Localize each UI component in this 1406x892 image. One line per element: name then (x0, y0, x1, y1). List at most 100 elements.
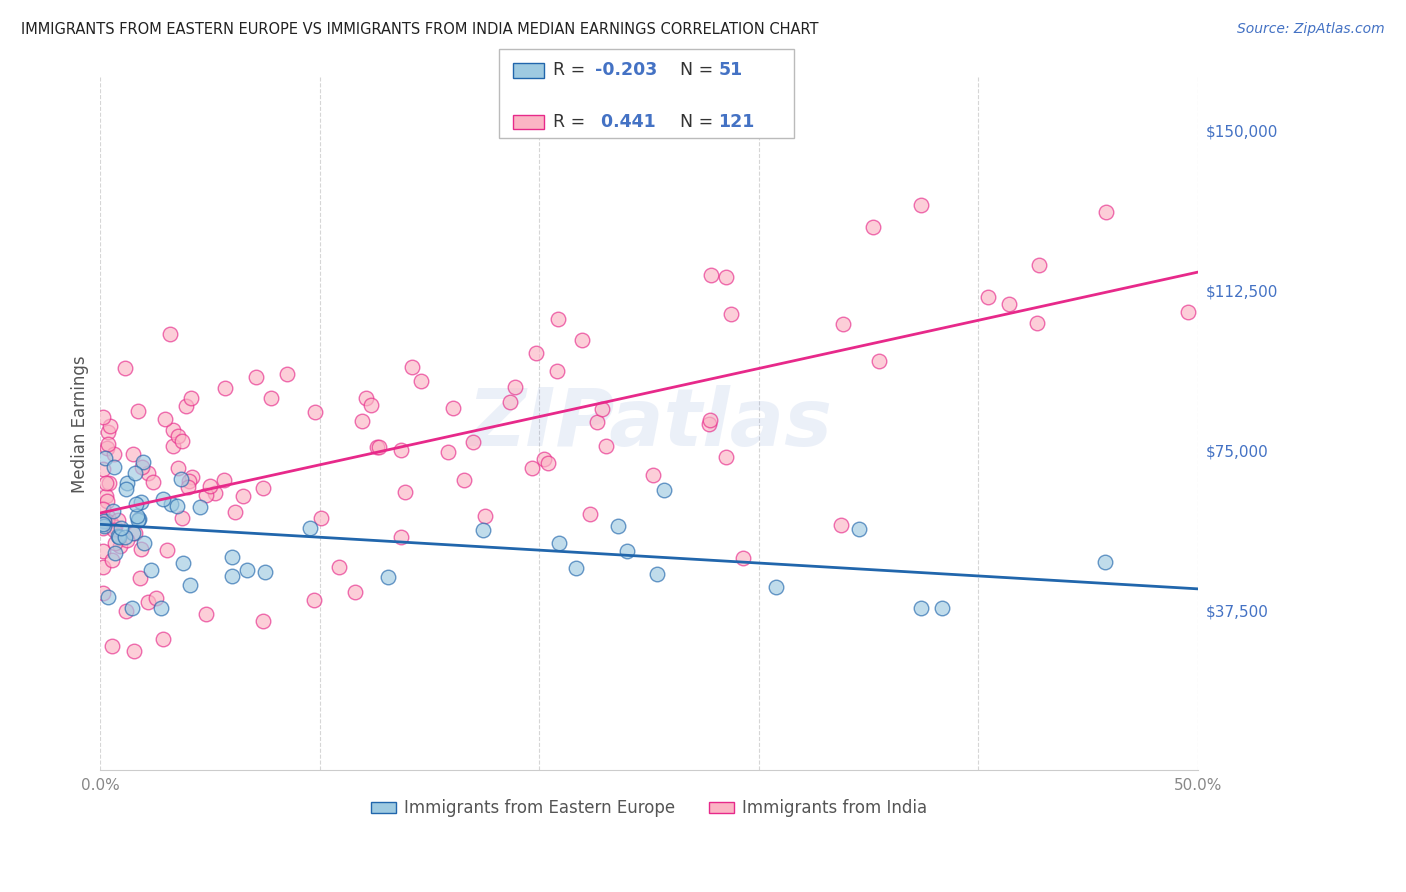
Point (260, 391, 283, 405)
Point (167, 428, 190, 442)
Point (91, 513, 114, 527)
Point (714, 270, 737, 285)
Point (571, 334, 593, 348)
Point (547, 312, 569, 326)
Point (122, 447, 145, 461)
Point (172, 556, 194, 570)
Point (122, 643, 145, 657)
Point (93, 519, 115, 533)
Point (160, 497, 183, 511)
Point (245, 369, 267, 384)
Point (471, 523, 494, 537)
Point (101, 553, 124, 567)
Point (145, 591, 167, 605)
Point (354, 391, 377, 405)
Point (848, 522, 870, 536)
Text: IMMIGRANTS FROM EASTERN EUROPE VS IMMIGRANTS FROM INDIA MEDIAN EARNINGS CORRELAT: IMMIGRANTS FROM EASTERN EUROPE VS IMMIGR… (21, 22, 818, 37)
Point (522, 461, 544, 475)
Point (124, 466, 146, 480)
Point (104, 546, 127, 560)
Point (998, 297, 1021, 311)
Point (94, 475, 117, 490)
Point (91, 517, 114, 532)
Point (537, 456, 560, 470)
Point (127, 513, 149, 527)
Point (366, 441, 388, 455)
Text: ZIPatlas: ZIPatlas (467, 384, 831, 463)
Point (159, 326, 181, 341)
Point (343, 585, 366, 599)
Point (731, 550, 754, 565)
Point (142, 475, 165, 489)
Point (110, 521, 132, 535)
Point (436, 444, 458, 458)
Point (91, 585, 114, 599)
Point (139, 563, 162, 577)
Text: Source: ZipAtlas.com: Source: ZipAtlas.com (1237, 22, 1385, 37)
Point (360, 398, 382, 412)
Legend: Immigrants from Eastern Europe, Immigrants from India: Immigrants from Eastern Europe, Immigran… (364, 793, 934, 824)
Point (389, 442, 412, 457)
Point (122, 526, 145, 541)
Point (132, 455, 155, 469)
Point (96, 489, 118, 503)
Point (368, 440, 391, 454)
Point (91, 560, 114, 574)
Point (1026, 316, 1049, 330)
Point (91, 543, 114, 558)
Point (181, 469, 204, 483)
Point (194, 607, 217, 622)
Point (150, 601, 173, 615)
Point (107, 513, 129, 527)
Point (302, 592, 325, 607)
Point (232, 489, 254, 503)
Point (115, 482, 138, 496)
Point (377, 570, 399, 584)
Point (910, 601, 932, 615)
Point (177, 474, 200, 488)
Point (700, 268, 723, 282)
Point (107, 528, 129, 542)
Point (579, 507, 602, 521)
Point (699, 412, 721, 426)
Point (125, 497, 148, 511)
Point (103, 523, 125, 537)
Y-axis label: Median Earnings: Median Earnings (72, 355, 89, 492)
Point (832, 317, 855, 331)
Point (127, 404, 149, 418)
Point (103, 447, 125, 461)
Point (180, 392, 202, 406)
Point (97, 425, 120, 439)
Text: 121: 121 (718, 113, 755, 131)
Point (114, 360, 136, 375)
Point (115, 604, 138, 618)
Point (166, 499, 188, 513)
Point (93, 450, 115, 465)
Point (129, 495, 152, 509)
Point (546, 363, 568, 377)
Point (647, 566, 669, 581)
Point (174, 399, 197, 413)
Point (224, 505, 246, 519)
Point (96, 494, 118, 508)
Point (253, 565, 276, 579)
Point (132, 536, 155, 550)
Point (204, 486, 226, 500)
Point (1028, 258, 1050, 272)
Point (931, 601, 953, 615)
Point (714, 450, 737, 465)
Point (195, 488, 218, 502)
Text: R =: R = (553, 113, 591, 131)
Text: N =: N = (669, 113, 718, 131)
Point (179, 578, 201, 592)
Point (131, 542, 153, 557)
Point (328, 560, 350, 574)
Text: N =: N = (669, 61, 718, 78)
Point (115, 475, 138, 490)
Point (188, 500, 211, 515)
Point (910, 198, 932, 212)
Point (156, 543, 179, 558)
Point (276, 367, 298, 381)
Point (1094, 555, 1116, 569)
Point (214, 473, 236, 487)
